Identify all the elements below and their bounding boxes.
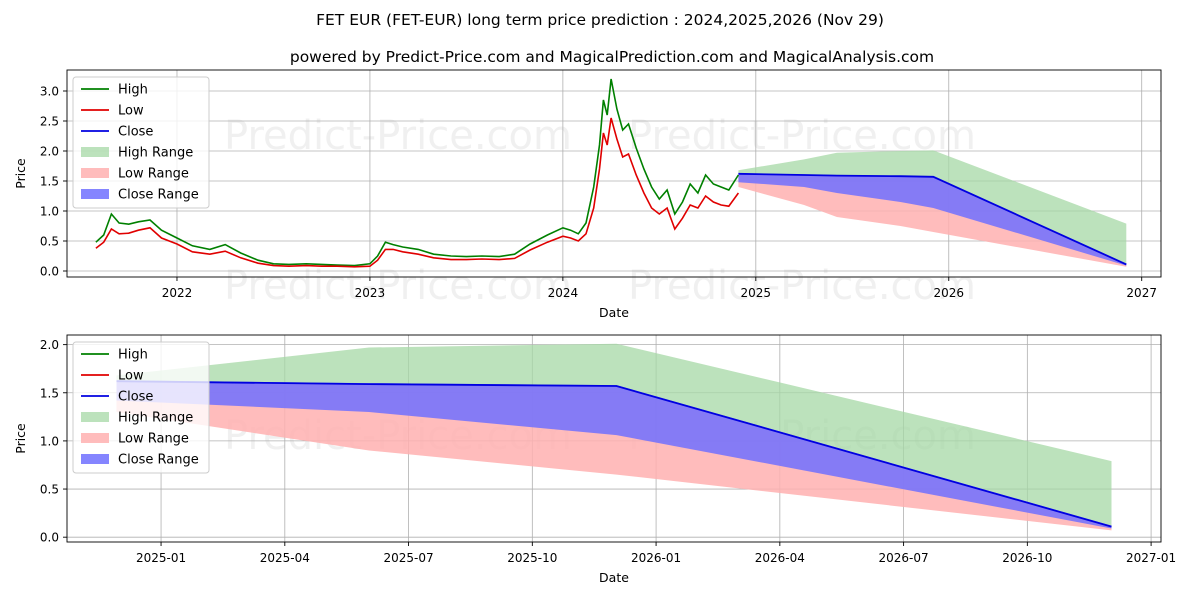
high-range-band — [116, 343, 1112, 527]
y-tick-label: 2.0 — [40, 338, 59, 352]
legend-label: Close — [118, 390, 153, 405]
legend-label: Close Range — [118, 188, 199, 203]
high-range-legend: High Range — [81, 146, 193, 161]
close-forecast-line — [738, 172, 1127, 266]
legend-label: High — [118, 348, 148, 363]
low-legend: Low — [81, 104, 144, 119]
legend: High Low Close High Range Low Range Close Ran… — [72, 76, 210, 209]
legend-label: High Range — [118, 411, 193, 426]
lower-panel: Predict-Price.comPredict-Price.com2025-0… — [13, 334, 1176, 585]
x-tick-label: 2027-01 — [1126, 551, 1176, 565]
chart-title: FET EUR (FET-EUR) long term price predic… — [316, 11, 884, 29]
legend-label: Close Range — [118, 453, 199, 468]
x-tick-label: 2026 — [933, 286, 964, 300]
watermark-left: Predict-Price.com — [224, 263, 572, 309]
y-tick-label: 1.0 — [40, 434, 59, 448]
legend-swatch — [81, 433, 109, 443]
x-tick-label: 2026-10 — [1002, 551, 1052, 565]
legend-label: Low Range — [118, 432, 189, 447]
legend-label: Low — [118, 104, 144, 119]
high-legend: High — [81, 348, 148, 363]
high-range-band — [738, 150, 1127, 265]
y-tick-label: 3.0 — [40, 85, 59, 99]
y-tick-label: 0.5 — [40, 235, 59, 249]
close-forecast-line — [116, 380, 1112, 528]
close-range-legend: Close Range — [81, 453, 199, 468]
x-tick-label: 2024 — [548, 286, 579, 300]
y-tick-label: 2.5 — [40, 115, 59, 129]
x-tick-label: 2025-01 — [136, 551, 186, 565]
legend-label: High Range — [118, 146, 193, 161]
legend-label: Low Range — [118, 167, 189, 182]
x-tick-label: 2025-10 — [507, 551, 557, 565]
x-axis-title: Date — [599, 305, 629, 320]
upper-panel: Predict-Price.com Predict-Price.com Predic… — [13, 69, 1162, 320]
high-series-line — [95, 78, 740, 267]
x-tick-label: 2025-04 — [260, 551, 310, 565]
x-tick-label: 2025 — [741, 286, 772, 300]
chart-subtitle: powered by Predict-Price.com and Magical… — [290, 48, 934, 66]
low-legend: Low — [81, 369, 144, 384]
close-range-band — [738, 173, 1127, 266]
legend-label: High — [118, 83, 148, 98]
close-legend: Close — [81, 390, 153, 405]
x-tick-label: 2026-04 — [755, 551, 805, 565]
y-tick-label: 1.5 — [40, 175, 59, 189]
y-tick-label: 1.5 — [40, 386, 59, 400]
legend-swatch — [81, 412, 109, 422]
watermark-left: Predict-Price.com — [224, 113, 572, 159]
x-tick-label: 2026-07 — [879, 551, 929, 565]
watermark-right: Predict-Price.com — [628, 263, 976, 309]
low-range-legend: Low Range — [81, 167, 189, 182]
x-tick-label: 2027 — [1126, 286, 1157, 300]
y-axis-title: Price — [13, 158, 28, 189]
legend-swatch — [81, 454, 109, 464]
x-axis-title: Date — [599, 570, 629, 585]
y-tick-label: 1.0 — [40, 205, 59, 219]
low-range-legend: Low Range — [81, 432, 189, 447]
legend: High Low Close High Range Low Range Close Ran… — [72, 341, 210, 474]
plot-area — [95, 78, 1127, 268]
axes-frame — [66, 334, 1162, 543]
low-range-band — [738, 173, 1127, 267]
y-tick-label: 2.0 — [40, 145, 59, 159]
high-legend: High — [81, 83, 148, 98]
x-tick-label: 2026-01 — [631, 551, 681, 565]
legend-swatch — [81, 147, 109, 157]
legend-label: Low — [118, 369, 144, 384]
x-tick-label: 2023 — [355, 286, 386, 300]
x-tick-label: 2025-07 — [383, 551, 433, 565]
close-range-legend: Close Range — [81, 188, 199, 203]
close-legend: Close — [81, 125, 153, 140]
legend-swatch — [81, 168, 109, 178]
y-tick-label: 0.5 — [40, 483, 59, 497]
x-tick-label: 2022 — [162, 286, 193, 300]
legend-swatch — [81, 189, 109, 199]
low-series-line — [95, 117, 740, 268]
low-range-band — [116, 381, 1112, 531]
y-tick-label: 0.0 — [40, 531, 59, 545]
legend-label: Close — [118, 125, 153, 140]
high-range-legend: High Range — [81, 411, 193, 426]
axes-frame — [66, 69, 1162, 278]
y-axis-title: Price — [13, 423, 28, 454]
close-range-band — [116, 380, 1112, 529]
y-tick-label: 0.0 — [40, 265, 59, 279]
plot-area — [116, 343, 1112, 531]
